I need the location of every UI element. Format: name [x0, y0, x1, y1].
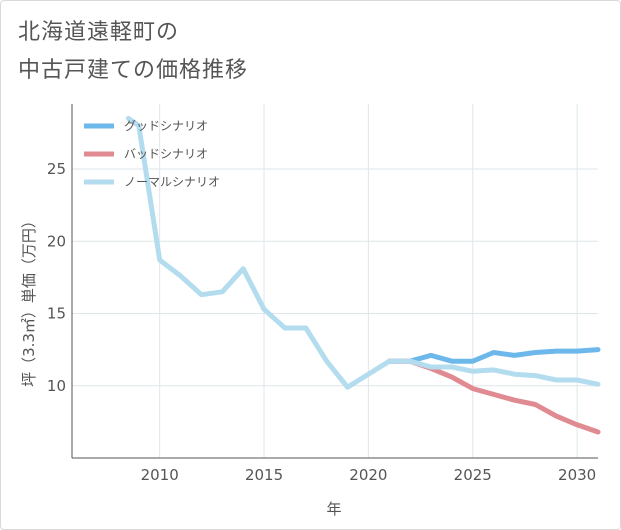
y-axis-title: 坪（3.3㎡）単価（万円）: [20, 213, 38, 387]
x-tick-label-2020: 2020: [349, 466, 387, 484]
x-axis-title: 年: [326, 500, 341, 518]
legend-label-2: ノーマルシナリオ: [124, 175, 220, 189]
x-tick-label-2015: 2015: [245, 466, 283, 484]
legend-label-0: グッドシナリオ: [124, 119, 208, 133]
y-tick-label-10: 10: [47, 377, 66, 395]
legend-label-1: バッドシナリオ: [124, 147, 208, 161]
x-tick-label-2030: 2030: [558, 466, 596, 484]
chart-title: 北海道遠軽町の 中古戸建ての価格推移: [18, 14, 248, 90]
y-tick-label-25: 25: [47, 160, 66, 178]
chart-title-line-1: 北海道遠軽町の: [18, 20, 180, 45]
grid: [72, 104, 598, 458]
chart-title-line-2: 中古戸建ての価格推移: [18, 58, 249, 83]
y-tick-label-15: 15: [47, 305, 66, 323]
x-tick-label-2025: 2025: [454, 466, 492, 484]
series-lines: [125, 115, 601, 435]
series-line-0: [386, 347, 601, 364]
series-line-2: [125, 115, 601, 390]
x-tick-label-2010: 2010: [141, 466, 179, 484]
y-tick-label-20: 20: [47, 232, 66, 250]
